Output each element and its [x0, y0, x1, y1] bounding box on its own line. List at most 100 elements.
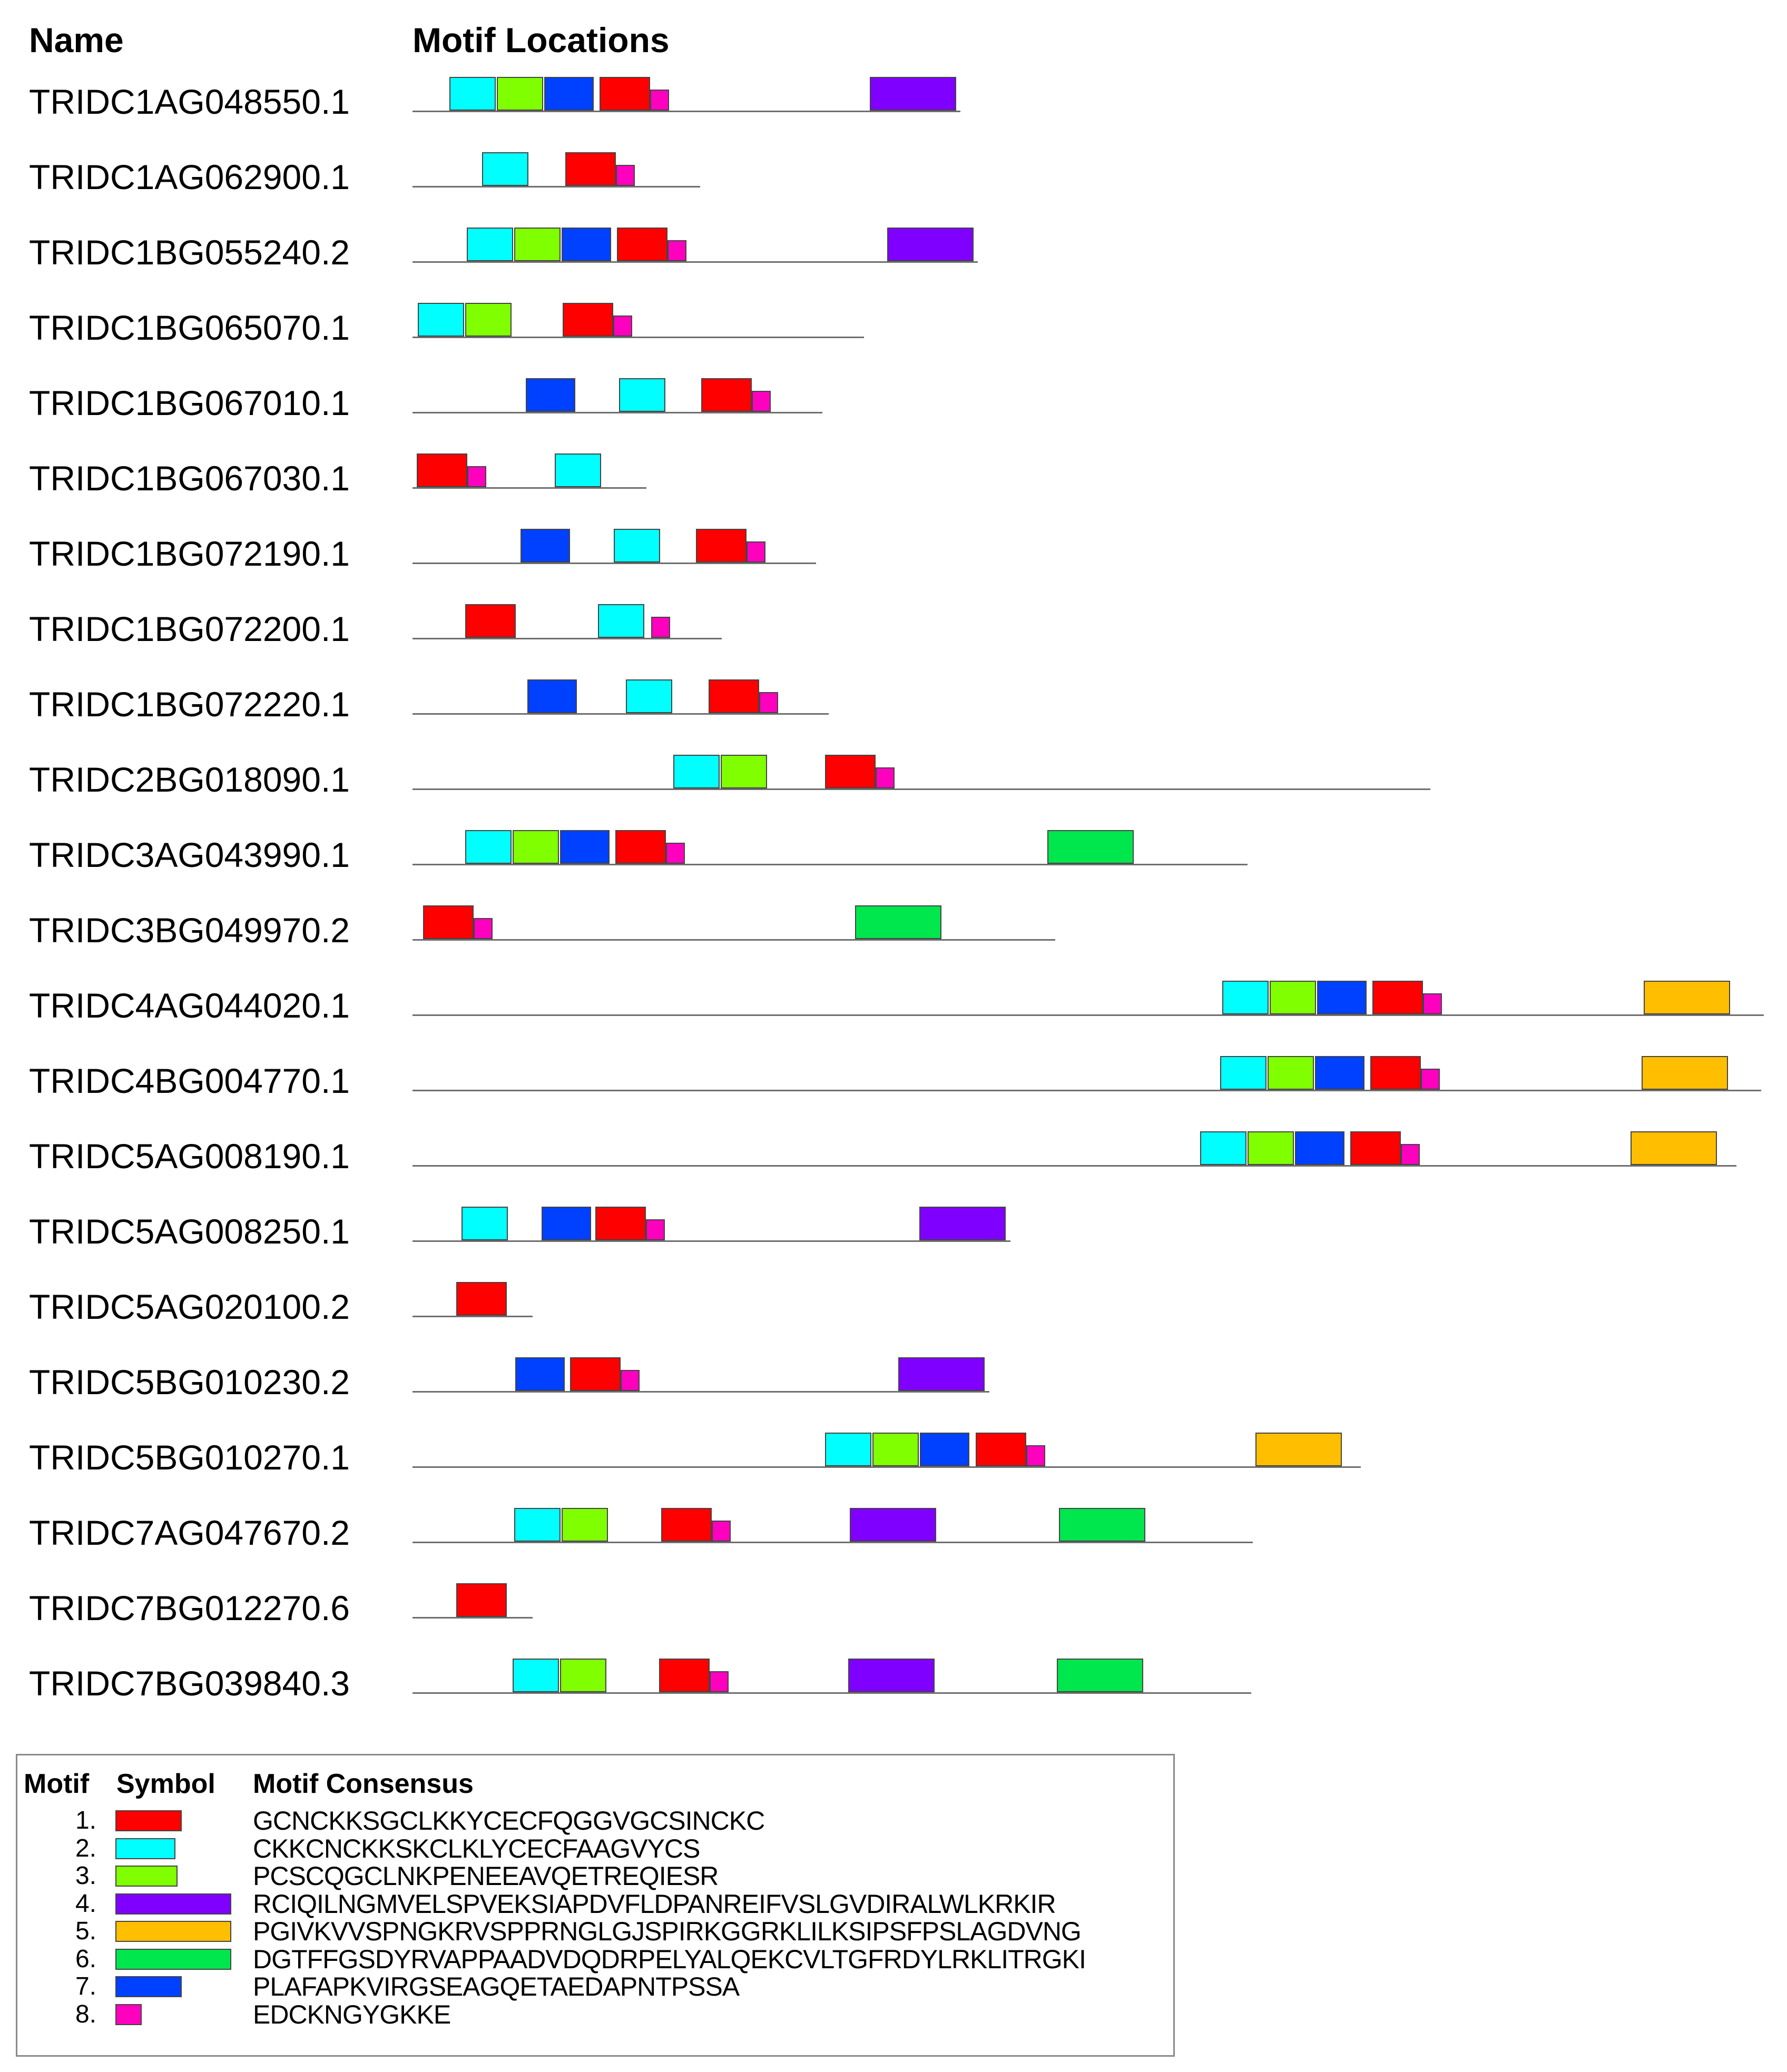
motif-7-block: [521, 529, 570, 563]
motif-8-block: [759, 692, 778, 713]
motif-3-block: [721, 755, 767, 788]
gene-row: TRIDC4AG044020.1: [0, 978, 1787, 1053]
motif-7-block: [527, 679, 577, 713]
legend-header-symbol: Symbol: [116, 1769, 215, 1799]
motif-8-block: [1423, 993, 1442, 1014]
motif-8-block: [613, 315, 632, 337]
legend-consensus: PCSCQGCLNKPENEEAVQETREQIESR: [253, 1861, 719, 1891]
gene-row: TRIDC4BG004770.1: [0, 1053, 1787, 1128]
legend-symbol-swatch: [115, 1921, 231, 1942]
gene-name: TRIDC1BG072200.1: [29, 609, 350, 648]
gene-row: TRIDC1BG072190.1: [0, 526, 1787, 601]
motif-3-block: [465, 303, 512, 337]
sequence-line: [413, 1240, 1010, 1242]
legend-header-motif: Motif: [24, 1769, 90, 1799]
motif-7-block: [542, 1207, 591, 1240]
motif-1-block: [976, 1433, 1026, 1466]
motif-3-block: [513, 830, 559, 864]
motif-3-block: [497, 77, 543, 111]
motif-1-block: [615, 830, 666, 864]
gene-name: TRIDC1BG055240.2: [29, 233, 350, 272]
sequence-line: [413, 412, 822, 413]
motif-legend: Motif Symbol Motif Consensus 1. GCNCKKSGC…: [16, 1754, 1175, 2057]
legend-motif-number: 6.: [75, 1945, 96, 1973]
motif-1-block: [617, 228, 667, 261]
motif-8-block: [876, 767, 895, 788]
legend-symbol-swatch: [115, 1893, 231, 1915]
motif-8-block: [650, 90, 669, 111]
gene-name: TRIDC2BG018090.1: [29, 760, 350, 799]
motif-8-block: [710, 1671, 729, 1692]
motif-7-block: [1295, 1131, 1344, 1165]
gene-name: TRIDC4BG004770.1: [29, 1061, 350, 1100]
motif-7-block: [562, 228, 611, 261]
motif-7-block: [1317, 981, 1367, 1014]
gene-row: TRIDC1BG072220.1: [0, 676, 1787, 752]
motif-8-block: [666, 843, 685, 864]
sequence-line: [413, 563, 816, 564]
motif-2-block: [1220, 1056, 1266, 1090]
motif-2-block: [619, 378, 665, 412]
motif-3-block: [1268, 1056, 1314, 1090]
gene-row: TRIDC7AG047670.2: [0, 1505, 1787, 1580]
motif-3-block: [560, 1659, 606, 1692]
motif-2-block: [1222, 981, 1269, 1014]
gene-name: TRIDC5AG008190.1: [29, 1137, 350, 1176]
motif-1-block: [417, 453, 467, 487]
motif-4-block: [848, 1659, 935, 1692]
motif-7-block: [526, 378, 575, 412]
legend-motif-number: 5.: [75, 1917, 96, 1945]
motif-1-block: [600, 77, 650, 111]
sequence-line: [413, 1692, 1251, 1694]
motif-8-block: [1026, 1445, 1045, 1466]
motif-2-block: [514, 1508, 561, 1542]
legend-motif-number: 7.: [75, 1972, 96, 2000]
gene-row: TRIDC1BG067010.1: [0, 375, 1787, 450]
gene-row: TRIDC3BG049970.2: [0, 902, 1787, 978]
legend-symbol-swatch: [115, 1838, 175, 1859]
sequence-line: [413, 788, 1430, 790]
sequence-line: [413, 487, 646, 489]
motif-1-block: [696, 529, 747, 563]
legend-row: 1. GCNCKKSGCLKKYCECFQGGVGCSINCKC: [17, 1806, 1171, 1836]
motif-1-block: [465, 604, 516, 638]
motif-2-block: [482, 152, 528, 186]
legend-row: 2. CKKCNCKKSKCLKLYCECFAAGVYCS: [17, 1834, 1171, 1862]
motif-2-block: [825, 1433, 871, 1466]
motif-7-block: [544, 77, 594, 111]
gene-name: TRIDC7BG012270.6: [29, 1588, 350, 1627]
gene-row: TRIDC5AG020100.2: [0, 1279, 1787, 1354]
motif-2-block: [513, 1659, 559, 1692]
motif-4-block: [919, 1207, 1006, 1240]
legend-consensus: GCNCKKSGCLKKYCECFQGGVGCSINCKC: [253, 1806, 765, 1836]
sequence-line: [413, 1617, 533, 1619]
motif-3-block: [562, 1508, 608, 1542]
motif-1-block: [661, 1508, 712, 1542]
legend-motif-number: 4.: [75, 1889, 96, 1918]
legend-motif-number: 2.: [75, 1834, 96, 1862]
sequence-line: [413, 1090, 1761, 1091]
motif-1-block: [423, 905, 474, 939]
gene-name: TRIDC3AG043990.1: [29, 835, 350, 874]
gene-name: TRIDC7AG047670.2: [29, 1513, 350, 1552]
gene-row: TRIDC1BG067030.1: [0, 450, 1787, 526]
gene-row: TRIDC2BG018090.1: [0, 752, 1787, 827]
gene-row: TRIDC5AG008190.1: [0, 1128, 1787, 1203]
gene-rows: TRIDC1AG048550.1 TRIDC1AG062900.1 TRIDC1BG…: [0, 74, 1787, 1703]
motif-2-block: [418, 303, 464, 337]
gene-name: TRIDC1BG067030.1: [29, 459, 350, 498]
gene-name: TRIDC5BG010230.2: [29, 1363, 350, 1402]
legend-row: 8. EDCKNGYGKKE: [17, 2000, 1171, 2028]
gene-name: TRIDC1BG065070.1: [29, 308, 350, 347]
gene-row: TRIDC1AG048550.1: [0, 74, 1787, 149]
motif-2-block: [626, 679, 672, 713]
motif-6-block: [1059, 1508, 1145, 1542]
gene-name: TRIDC1AG048550.1: [29, 82, 350, 121]
sequence-line: [413, 1391, 989, 1393]
gene-row: TRIDC1AG062900.1: [0, 149, 1787, 224]
legend-symbol-swatch: [115, 1810, 182, 1831]
motif-2-block: [1200, 1131, 1246, 1165]
gene-name: TRIDC5AG020100.2: [29, 1287, 350, 1326]
legend-symbol-swatch: [115, 1948, 231, 1970]
gene-name: TRIDC1BG067010.1: [29, 383, 350, 422]
